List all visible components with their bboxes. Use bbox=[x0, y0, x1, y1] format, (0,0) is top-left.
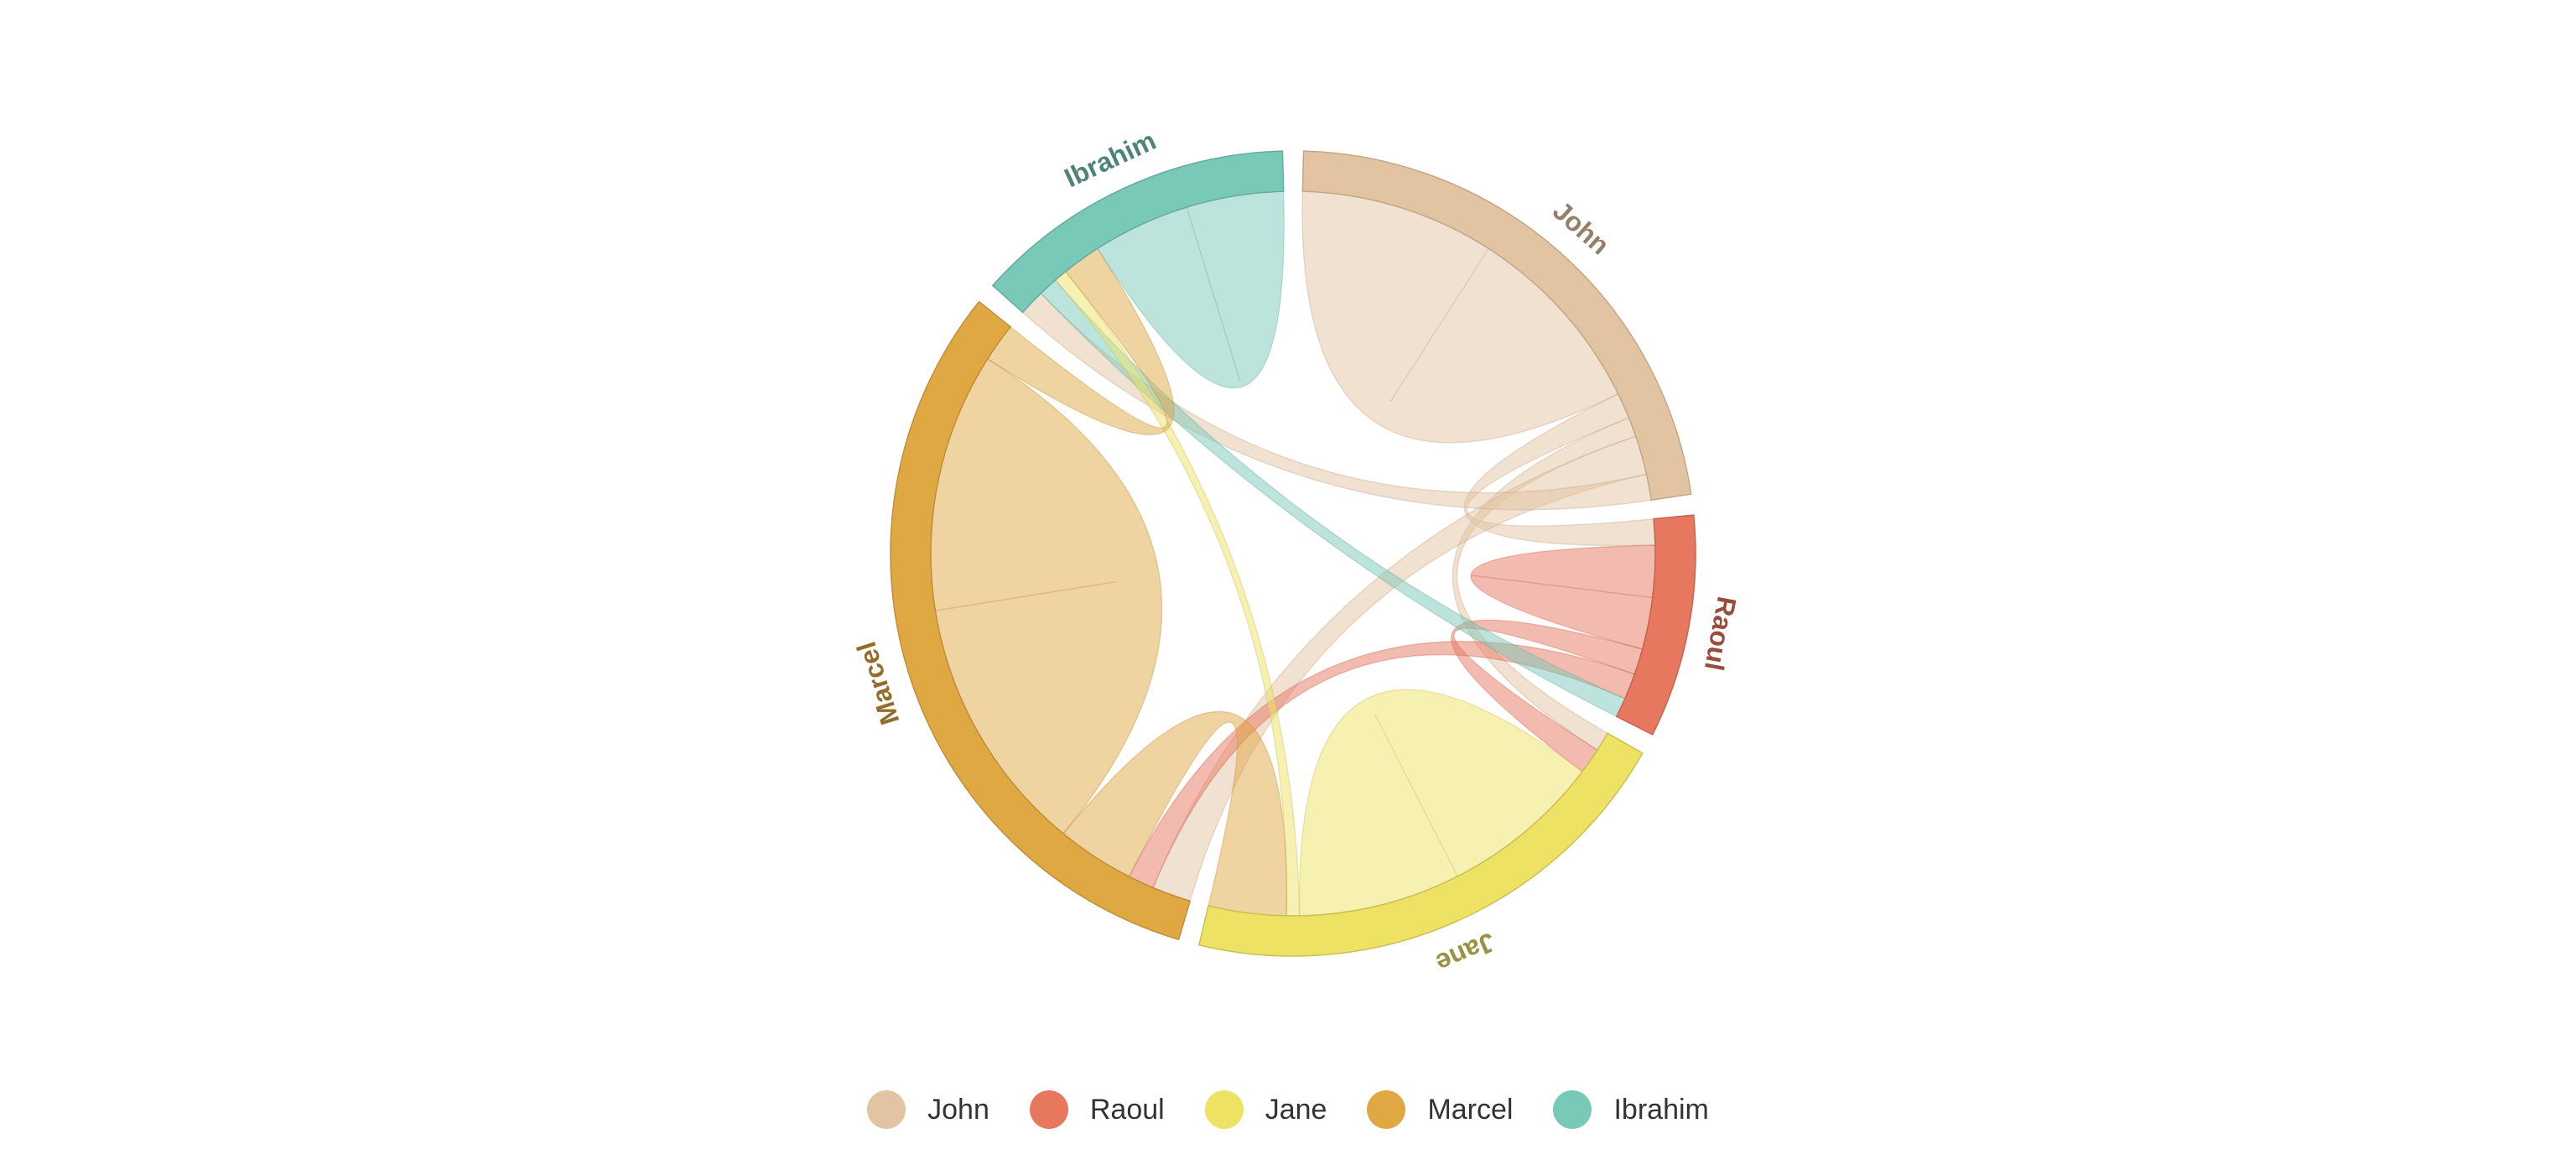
group-arc bbox=[1615, 514, 1696, 736]
group-arc bbox=[991, 150, 1285, 314]
legend-item[interactable]: John bbox=[867, 1090, 989, 1129]
legend-marker bbox=[867, 1090, 906, 1129]
group-arc bbox=[890, 300, 1192, 941]
legend-marker bbox=[1367, 1090, 1406, 1129]
legend-item[interactable]: Ibrahim bbox=[1553, 1090, 1709, 1129]
legend-marker bbox=[1204, 1090, 1244, 1129]
legend: John Raoul Jane Marcel Ibrahim bbox=[0, 1090, 2576, 1129]
legend-label: John bbox=[927, 1093, 989, 1126]
legend-label: Ibrahim bbox=[1613, 1093, 1709, 1126]
legend-label: Jane bbox=[1265, 1093, 1327, 1126]
legend-label: Marcel bbox=[1427, 1093, 1514, 1126]
legend-marker bbox=[1029, 1090, 1068, 1129]
legend-item[interactable]: Raoul bbox=[1029, 1090, 1165, 1129]
ribbons bbox=[930, 190, 1656, 917]
legend-item[interactable]: Marcel bbox=[1367, 1090, 1513, 1129]
legend-label: Raoul bbox=[1089, 1093, 1165, 1126]
group-arc bbox=[1197, 732, 1644, 957]
legend-marker bbox=[1553, 1090, 1592, 1129]
legend-item[interactable]: Jane bbox=[1204, 1090, 1327, 1129]
group-arc bbox=[1301, 150, 1692, 502]
group-label: Jane bbox=[1431, 927, 1499, 979]
group-label: Raoul bbox=[1699, 595, 1742, 673]
group-label: Marcel bbox=[851, 638, 906, 729]
